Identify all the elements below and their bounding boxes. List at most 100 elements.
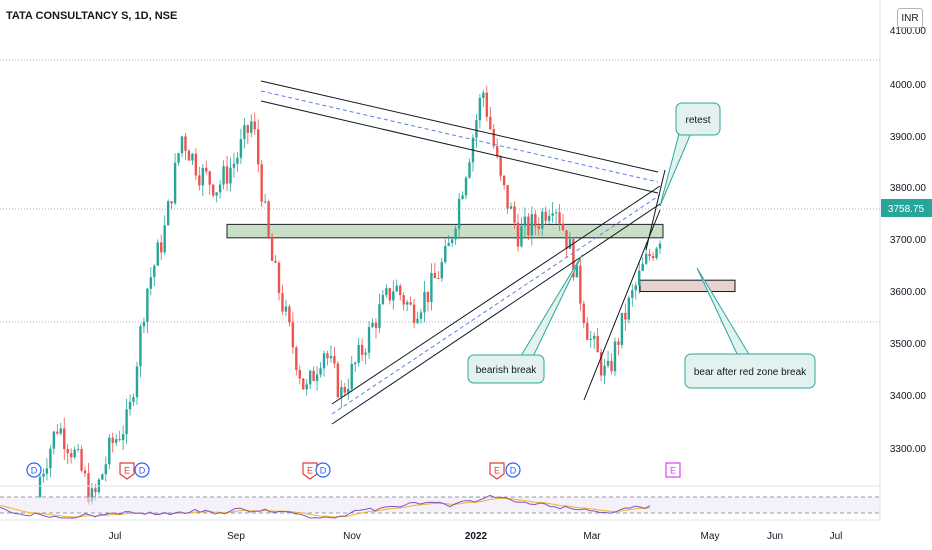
candle-body (565, 230, 568, 249)
candle-body (263, 201, 267, 203)
candle-body (644, 253, 648, 264)
candle-body (59, 428, 62, 434)
callout-bear-after-red-zone-box (684, 353, 816, 389)
candle-body (295, 347, 298, 370)
candle-body (457, 198, 461, 229)
candle-body (135, 366, 139, 398)
callout-retest-label: retest (685, 115, 710, 126)
candle-body (336, 363, 340, 398)
candle-body (599, 352, 603, 376)
candle-body (489, 116, 492, 130)
candle-body (450, 239, 454, 244)
candle-body (260, 164, 263, 202)
candle-body (513, 206, 516, 223)
earnings-marker (302, 462, 318, 480)
candle-body (554, 212, 558, 214)
candle-body (246, 125, 250, 133)
candle-body (73, 449, 76, 458)
candle-body (603, 365, 606, 376)
candle-body (485, 92, 489, 117)
candle-body (146, 288, 149, 322)
candle-body (153, 265, 156, 278)
candle-body (111, 437, 114, 443)
dividend-marker-label: D (320, 466, 327, 476)
candle-body (63, 428, 66, 450)
candle-body (222, 166, 225, 185)
candle-body (586, 322, 589, 340)
candle-body (606, 360, 610, 366)
candle-body (651, 255, 655, 259)
candle-body (506, 185, 509, 209)
candle-body (544, 211, 547, 221)
candle-body (187, 150, 191, 161)
candle-body (582, 303, 585, 323)
candle-body (319, 368, 322, 375)
y-tick-label: 3500.00 (890, 339, 927, 350)
candle-body (568, 239, 572, 249)
candle-body (634, 285, 637, 291)
currency-badge[interactable]: INR (897, 8, 923, 28)
candle-body (239, 139, 243, 158)
candle-body (191, 153, 194, 161)
candle-body (250, 121, 253, 133)
candle-body (170, 201, 173, 204)
candle-body (541, 211, 544, 229)
candle-body (156, 242, 159, 266)
candle-body (353, 362, 357, 364)
candle-body (523, 216, 527, 227)
callout-bearish-break: bearish break (467, 254, 583, 384)
candle-body (101, 474, 104, 480)
candle-body (322, 353, 326, 369)
candle-body (572, 239, 575, 278)
candle-body (378, 304, 381, 328)
candle-body (125, 409, 128, 435)
candle-body (267, 201, 270, 237)
candle-body (270, 236, 274, 261)
candle-body (87, 473, 90, 503)
candle-body (184, 136, 187, 151)
dividend-marker (134, 462, 150, 478)
candle-body (177, 153, 180, 163)
callouts-layer: retest bearish break bear after red zone b… (467, 102, 816, 389)
callout-bearish-break-label: bearish break (476, 365, 538, 376)
candle-body (520, 226, 523, 247)
y-tick-label: 3400.00 (890, 391, 927, 402)
candle-body (305, 384, 308, 390)
earnings-marker-label: E (307, 466, 313, 476)
candle-body (118, 439, 121, 441)
dividend-marker-label: D (510, 466, 517, 476)
x-tick-label: Jun (767, 531, 783, 542)
dividend-marker-label: D (139, 466, 146, 476)
candle-body (104, 464, 108, 475)
candle-body (624, 312, 627, 320)
callout-retest-box (675, 102, 721, 136)
candle-body (333, 356, 336, 364)
candle-body (447, 243, 450, 247)
candle-body (142, 321, 146, 327)
candle-body (343, 387, 347, 393)
candle-body (128, 401, 132, 410)
candle-body (399, 285, 402, 296)
upper-channel-bottom (260, 100, 659, 194)
candles-layer (38, 85, 662, 505)
candle-body (655, 248, 658, 259)
candle-body (430, 273, 433, 303)
candle-body (475, 120, 478, 138)
candle-body (225, 166, 229, 184)
candle-body (402, 295, 405, 305)
candle-body (243, 125, 246, 140)
lower-channel-bottom (331, 203, 661, 425)
candle-body (326, 353, 329, 359)
callout-bearish-break-pointer (512, 254, 583, 370)
earnings-marker-label: E (494, 466, 500, 476)
candle-body (291, 322, 295, 348)
candle-body (350, 363, 353, 389)
x-tick-label: May (701, 531, 720, 542)
candle-body (236, 157, 239, 164)
candle-body (405, 302, 409, 305)
y-tick-label: 3300.00 (890, 444, 927, 455)
candle-body (56, 431, 59, 434)
